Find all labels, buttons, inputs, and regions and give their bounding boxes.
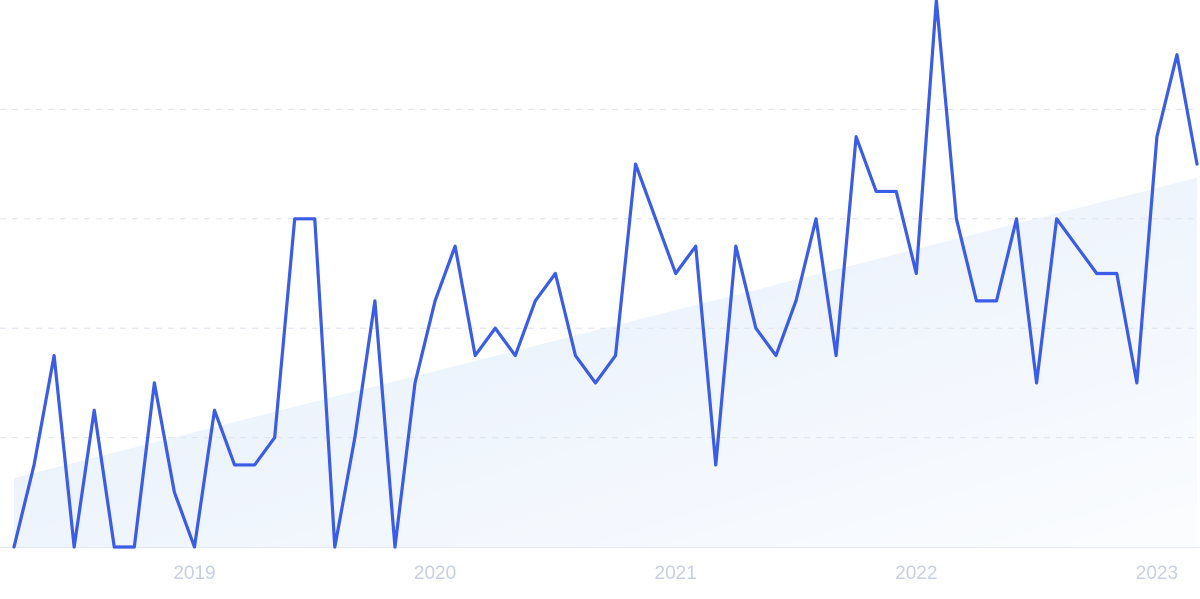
data-line xyxy=(12,0,1199,549)
x-tick-label: 2021 xyxy=(655,563,697,584)
x-tick-label: 2022 xyxy=(895,563,937,584)
trend-area xyxy=(14,177,1197,547)
x-tick-label: 2019 xyxy=(173,563,215,584)
x-tick-label: 2023 xyxy=(1136,563,1178,584)
x-tick-label: 2020 xyxy=(414,563,456,584)
